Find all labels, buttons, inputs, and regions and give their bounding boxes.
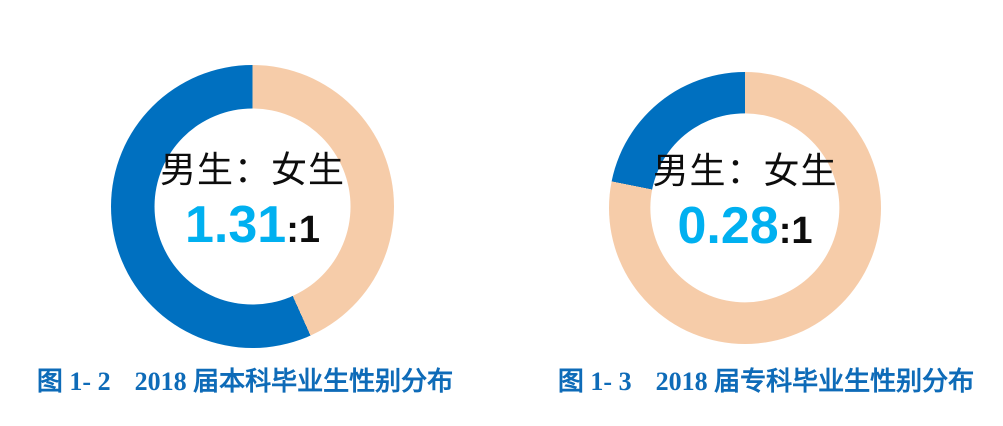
figure-number: 图 1- 3	[557, 367, 632, 396]
ratio-number: 1.31	[184, 195, 287, 254]
ratio-label: 男生：女生	[159, 148, 345, 190]
donut-hole	[650, 113, 840, 303]
donut-center-text: 男生：女生 1.31:1	[111, 65, 394, 348]
ratio-label: 男生：女生	[652, 150, 838, 191]
figure-title: 2018 届专科毕业生性别分布	[655, 367, 975, 396]
ratio-suffix: :1	[778, 210, 813, 252]
ratio-number: 0.28	[677, 197, 779, 255]
figure-caption-vocational: 图 1- 3 2018 届专科毕业生性别分布	[536, 366, 996, 398]
ratio-suffix: :1	[286, 208, 320, 251]
donut-hole	[154, 108, 351, 305]
ratio-value-line: 0.28:1	[677, 198, 812, 267]
figure-number: 图 1- 2	[36, 367, 111, 396]
donut-ring-vocational: 男生：女生 0.28:1	[609, 72, 881, 344]
donut-ring-undergraduate: 男生：女生 1.31:1	[111, 65, 394, 348]
donut-center-text: 男生：女生 0.28:1	[609, 72, 881, 344]
figure-title: 2018 届本科毕业生性别分布	[134, 367, 454, 396]
ratio-value-line: 1.31:1	[185, 197, 320, 266]
figure-caption-undergraduate: 图 1- 2 2018 届本科毕业生性别分布	[15, 366, 475, 398]
